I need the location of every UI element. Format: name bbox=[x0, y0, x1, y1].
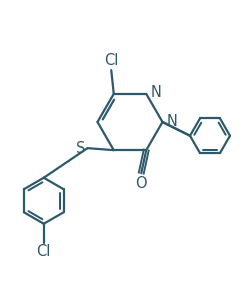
Text: N: N bbox=[150, 85, 161, 100]
Text: Cl: Cl bbox=[104, 53, 118, 68]
Text: S: S bbox=[76, 141, 86, 156]
Text: Cl: Cl bbox=[36, 245, 51, 260]
Text: N: N bbox=[166, 114, 177, 129]
Text: O: O bbox=[135, 176, 146, 191]
